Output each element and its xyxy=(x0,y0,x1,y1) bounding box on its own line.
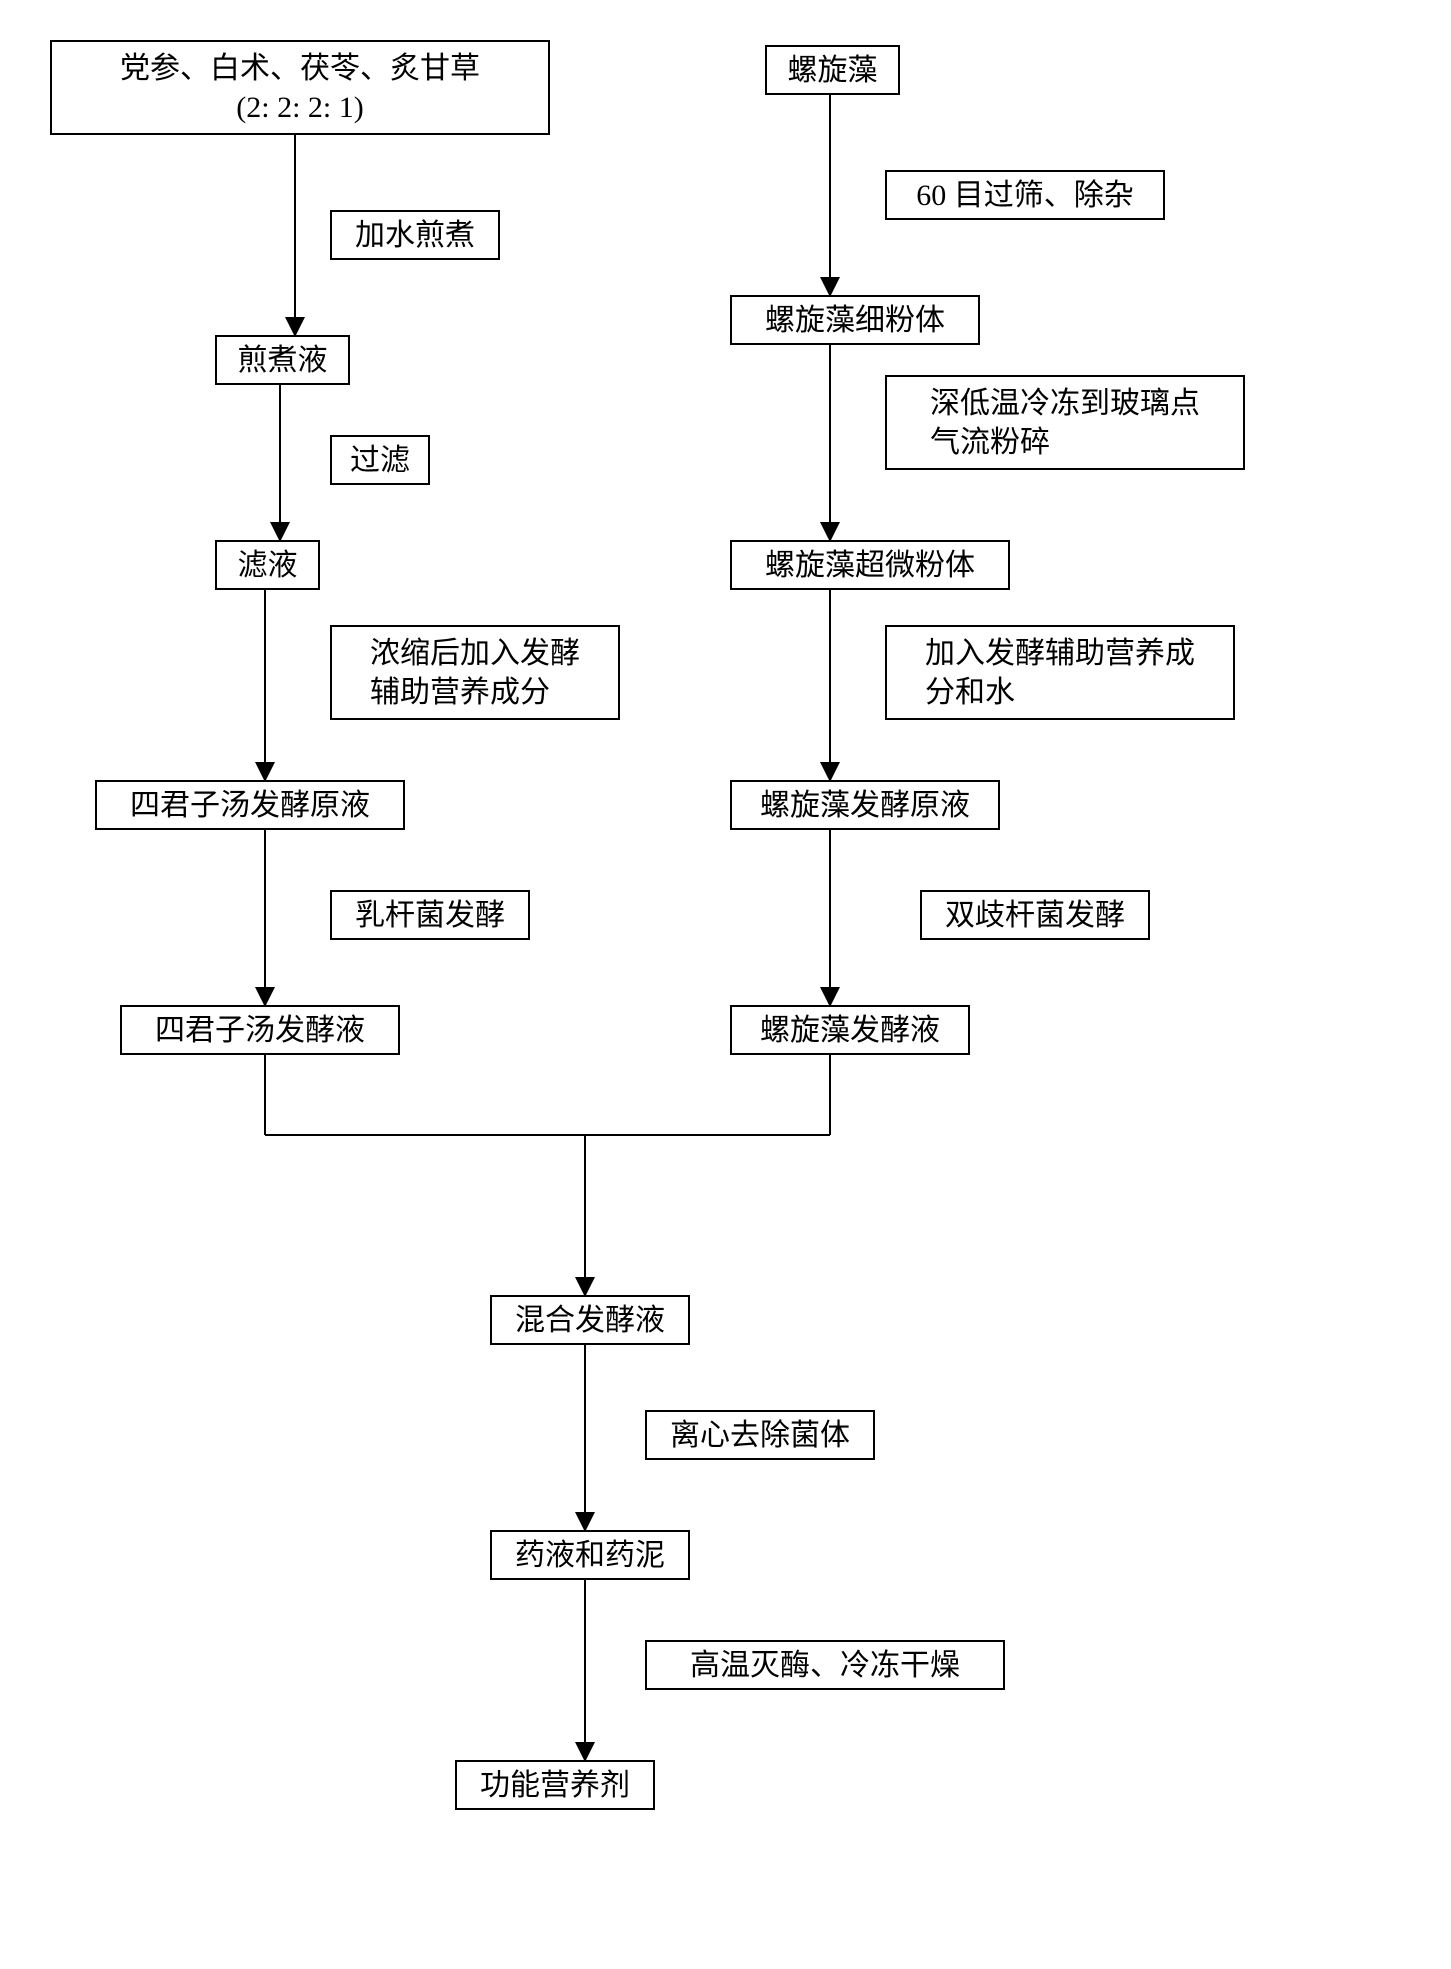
node-lactobacillus: 乳杆菌发酵 xyxy=(330,890,530,940)
node-text: 螺旋藻发酵原液 xyxy=(760,786,970,825)
node-text: 乳杆菌发酵 xyxy=(355,896,505,935)
node-liquid-and-mud: 药液和药泥 xyxy=(490,1530,690,1580)
node-text: 螺旋藻细粉体 xyxy=(765,301,945,340)
node-text: 党参、白术、茯苓、炙甘草 (2: 2: 2: 1) xyxy=(120,49,480,127)
node-text: 加入发酵辅助营养成 分和水 xyxy=(925,634,1195,712)
node-ingredients: 党参、白术、茯苓、炙甘草 (2: 2: 2: 1) xyxy=(50,40,550,135)
node-text: 螺旋藻超微粉体 xyxy=(765,546,975,585)
node-text: 螺旋藻发酵液 xyxy=(760,1011,940,1050)
node-decoction: 煎煮液 xyxy=(215,335,350,385)
node-text: 滤液 xyxy=(238,546,298,585)
node-text: 四君子汤发酵液 xyxy=(155,1011,365,1050)
node-text: 双歧杆菌发酵 xyxy=(945,896,1125,935)
node-sieve: 60 目过筛、除杂 xyxy=(885,170,1165,220)
node-text: 深低温冷冻到玻璃点 气流粉碎 xyxy=(930,384,1200,462)
node-cryogenic: 深低温冷冻到玻璃点 气流粉碎 xyxy=(885,375,1245,470)
node-filter: 过滤 xyxy=(330,435,430,485)
node-text: 高温灭酶、冷冻干燥 xyxy=(690,1646,960,1685)
node-text: 过滤 xyxy=(350,441,410,480)
node-concentrate: 浓缩后加入发酵 辅助营养成分 xyxy=(330,625,620,720)
node-bifidobacterium: 双歧杆菌发酵 xyxy=(920,890,1150,940)
node-text: 60 目过筛、除杂 xyxy=(916,176,1134,215)
node-text: 煎煮液 xyxy=(238,341,328,380)
node-mixed-ferment-liquid: 混合发酵液 xyxy=(490,1295,690,1345)
node-spirulina-ferment-base: 螺旋藻发酵原液 xyxy=(730,780,1000,830)
node-centrifuge: 离心去除菌体 xyxy=(645,1410,875,1460)
node-text: 混合发酵液 xyxy=(515,1301,665,1340)
node-filtrate: 滤液 xyxy=(215,540,320,590)
node-boil-water: 加水煎煮 xyxy=(330,210,500,260)
node-spirulina-ferment-liquid: 螺旋藻发酵液 xyxy=(730,1005,970,1055)
node-sijunzi-ferment-liquid: 四君子汤发酵液 xyxy=(120,1005,400,1055)
node-spirulina-fine-powder: 螺旋藻细粉体 xyxy=(730,295,980,345)
flowchart-diagram: 党参、白术、茯苓、炙甘草 (2: 2: 2: 1) 加水煎煮 煎煮液 过滤 滤液… xyxy=(20,20,1451,1949)
node-add-nutrients-water: 加入发酵辅助营养成 分和水 xyxy=(885,625,1235,720)
node-functional-nutrient: 功能营养剂 xyxy=(455,1760,655,1810)
node-text: 四君子汤发酵原液 xyxy=(130,786,370,825)
node-spirulina-ultrafine-powder: 螺旋藻超微粉体 xyxy=(730,540,1010,590)
node-sijunzi-ferment-base: 四君子汤发酵原液 xyxy=(95,780,405,830)
node-text: 加水煎煮 xyxy=(355,216,475,255)
node-text: 浓缩后加入发酵 辅助营养成分 xyxy=(370,634,580,712)
node-text: 离心去除菌体 xyxy=(670,1416,850,1455)
node-spirulina: 螺旋藻 xyxy=(765,45,900,95)
node-text: 药液和药泥 xyxy=(515,1536,665,1575)
node-text: 功能营养剂 xyxy=(480,1766,630,1805)
node-enzyme-kill-freeze-dry: 高温灭酶、冷冻干燥 xyxy=(645,1640,1005,1690)
node-text: 螺旋藻 xyxy=(788,51,878,90)
